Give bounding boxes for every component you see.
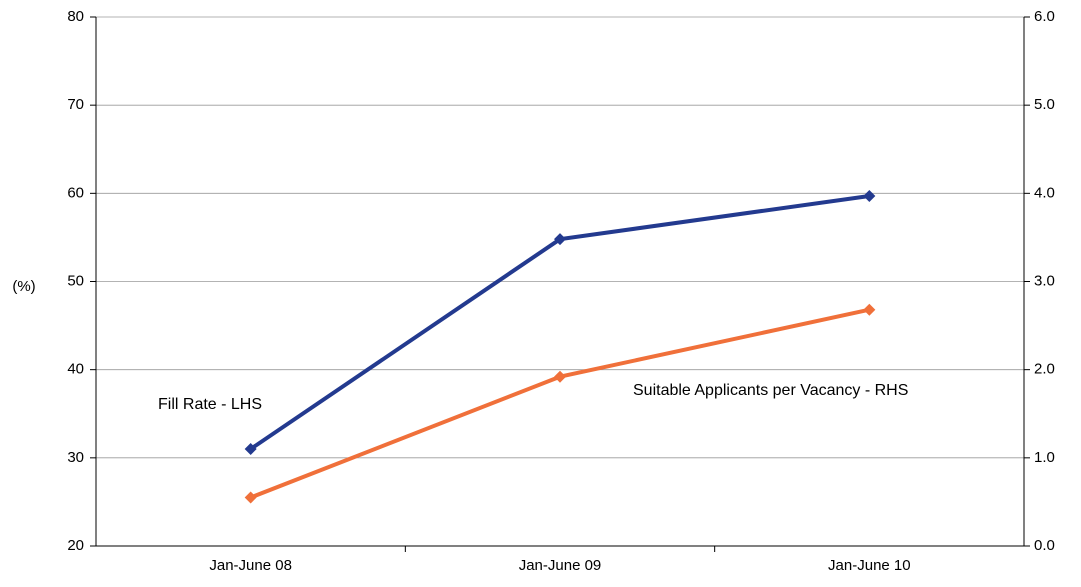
left-tick-label: 70 <box>67 96 84 113</box>
data-point-marker <box>863 189 876 202</box>
left-tick-label: 50 <box>67 272 84 289</box>
data-point-marker <box>244 491 257 504</box>
left-tick-label: 40 <box>67 361 84 378</box>
data-point-marker <box>554 370 566 383</box>
left-tick-label: 20 <box>67 537 84 554</box>
data-point-marker <box>244 443 257 456</box>
series-group <box>244 189 876 504</box>
data-point-marker <box>863 303 876 316</box>
right-tick-label: 2.0 <box>1034 361 1055 378</box>
data-point-marker <box>554 233 566 246</box>
left-tick-label: 30 <box>67 449 84 466</box>
x-tick-label: Jan-June 10 <box>828 557 911 574</box>
left-axis-ticks: 20 30 40 50 60 70 80 <box>67 8 96 554</box>
series-line-1 <box>249 307 870 500</box>
right-tick-label: 0.0 <box>1034 537 1055 554</box>
x-tick-label: Jan-June 08 <box>209 557 292 574</box>
right-tick-label: 4.0 <box>1034 184 1055 201</box>
right-tick-label: 3.0 <box>1034 272 1055 289</box>
series-label-applicants: Suitable Applicants per Vacancy - RHS <box>633 382 908 399</box>
right-tick-label: 1.0 <box>1034 449 1055 466</box>
right-tick-label: 6.0 <box>1034 8 1055 25</box>
left-axis-label: (%) <box>12 278 35 295</box>
left-tick-label: 80 <box>67 8 84 25</box>
series-label-fill-rate: Fill Rate - LHS <box>158 396 262 413</box>
x-tick-label: Jan-June 09 <box>519 557 602 574</box>
left-tick-label: 60 <box>67 184 84 201</box>
right-tick-label: 5.0 <box>1034 96 1055 113</box>
right-axis-ticks: 0.0 1.0 2.0 3.0 4.0 5.0 6.0 <box>1024 8 1055 554</box>
x-axis-ticks: Jan-June 08 Jan-June 09 Jan-June 10 <box>209 546 911 574</box>
